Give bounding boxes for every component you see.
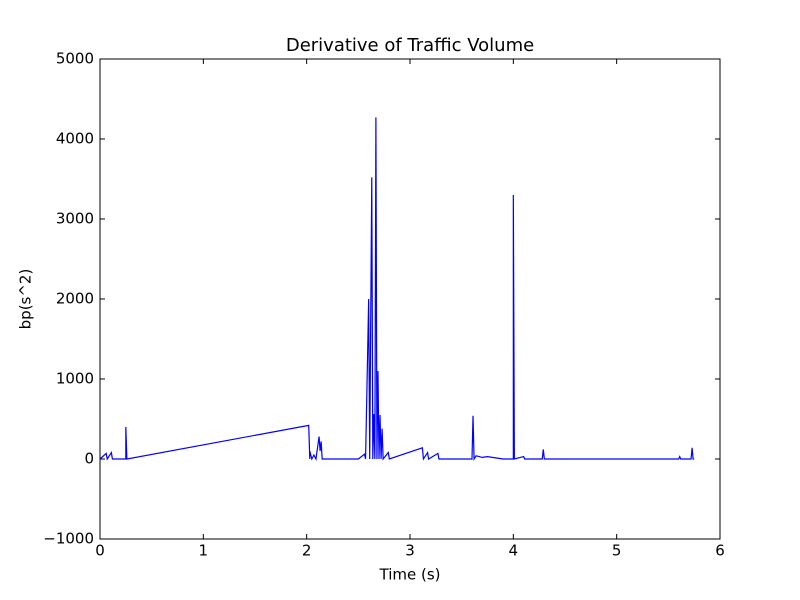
- x-axis-label: Time (s): [379, 566, 441, 584]
- x-tick-label: 1: [199, 542, 209, 560]
- y-tick-label: 4000: [56, 130, 94, 148]
- chart-title: Derivative of Traffic Volume: [286, 35, 534, 56]
- y-tick-label: 3000: [56, 210, 94, 228]
- y-tick-label: −1000: [43, 530, 94, 548]
- plot-frame: [99, 58, 721, 540]
- x-tick-label: 6: [715, 542, 725, 560]
- y-tick-label: 5000: [56, 50, 94, 68]
- x-tick-label: 0: [95, 542, 105, 560]
- x-tick-label: 5: [612, 542, 622, 560]
- y-tick-label: 2000: [56, 290, 94, 308]
- y-tick-label: 1000: [56, 370, 94, 388]
- data-line: [99, 117, 695, 461]
- y-axis-label: bp(s^2): [17, 269, 35, 330]
- y-tick-label: 0: [84, 450, 94, 468]
- x-tick-label: 4: [509, 542, 519, 560]
- x-tick-label: 3: [405, 542, 415, 560]
- x-tick-label: 2: [302, 542, 312, 560]
